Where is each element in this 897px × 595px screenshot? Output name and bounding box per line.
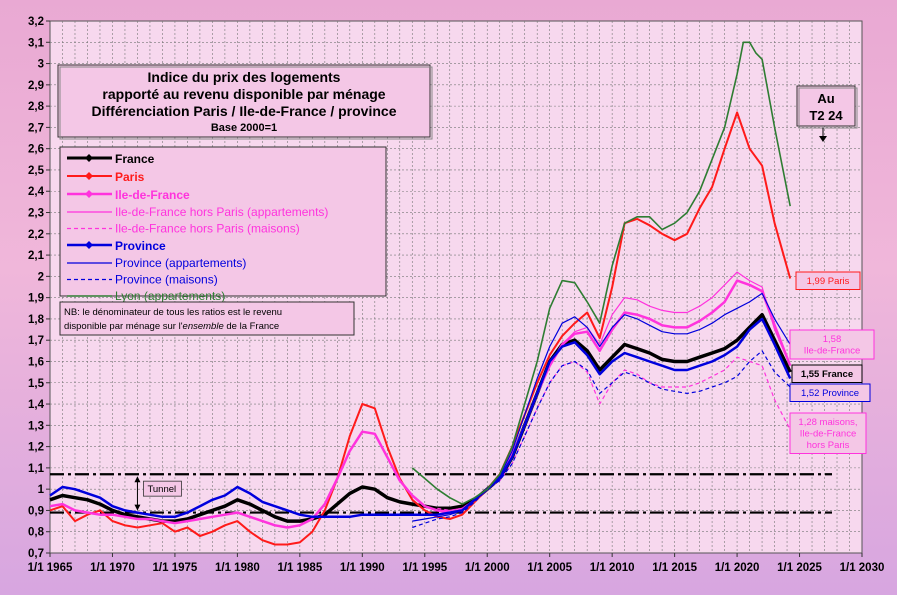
end-label-text-4: 1,28 maisons, (798, 417, 857, 428)
y-tick-label: 0,9 (28, 505, 44, 517)
end-label-text-2: 1,55 France (801, 369, 853, 380)
y-tick-label: 0,8 (28, 527, 45, 539)
end-label-text-3: 1,52 Province (801, 388, 859, 399)
end-label-text-4: Ile-de-France (800, 429, 857, 440)
legend-label-3: Ile-de-France hors Paris (appartements) (115, 205, 328, 219)
y-tick-label: 3,1 (28, 37, 45, 49)
series-line-1 (49, 111, 792, 546)
y-tick-label: 1,6 (28, 356, 44, 368)
chart-title-line-3: Différenciation Paris / Ile-de-France / … (92, 103, 397, 119)
end-label-text-1: 1,58 (823, 334, 842, 345)
x-tick-label: 1/1 1975 (153, 562, 198, 574)
y-tick-label: 2,4 (28, 186, 45, 198)
legend-label-6: Province (appartements) (115, 256, 246, 270)
x-tick-label: 1/1 2020 (715, 562, 760, 574)
note-line-1: NB: le dénominateur de tous les ratios e… (64, 307, 282, 318)
x-tick-label: 1/1 2015 (652, 562, 697, 574)
x-tick-label: 1/1 1970 (90, 562, 135, 574)
y-tick-label: 3,2 (28, 16, 44, 28)
x-tick-label: 1/1 2005 (527, 562, 572, 574)
tunnel-label-box (143, 480, 182, 497)
y-axis-ticks: 0,7 0,8 0,9 1 1,1 1,2 1,3 1,4 1,5 1,6 1,7 1,8 1,9 2 2,… (28, 16, 50, 560)
legend-marker-5 (85, 241, 93, 249)
y-tick-label: 1,8 (28, 314, 45, 326)
x-tick-label: 1/1 1995 (402, 562, 447, 574)
series-lines (49, 41, 792, 546)
note-box: NB: le dénominateur de tous les ratios e… (59, 301, 355, 336)
period-label: Au T2 24 (796, 85, 858, 142)
y-tick-label: 1,9 (28, 293, 44, 305)
series-line-5 (49, 317, 792, 519)
x-tick-label: 1/1 2000 (465, 562, 510, 574)
legend-marker-2 (85, 190, 93, 198)
legend: France Paris Ile-de-France Ile-de-France ho… (59, 146, 387, 303)
end-label-text-4: hors Paris (807, 440, 850, 451)
end-label-box-0 (795, 271, 861, 290)
y-tick-label: 2,9 (28, 80, 44, 92)
x-tick-label: 1/1 1990 (340, 562, 385, 574)
title-box: Indice du prix des logements rapporté au… (57, 64, 433, 140)
x-tick-label: 1/1 1985 (277, 562, 322, 574)
y-tick-label: 3 (38, 59, 44, 71)
x-tick-label: 1/1 1965 (28, 562, 73, 574)
legend-label-4: Ile-de-France hors Paris (maisons) (115, 222, 300, 236)
chart-subtitle: Base 2000=1 (211, 122, 277, 134)
legend-label-1: Paris (115, 170, 145, 184)
y-tick-label: 2,1 (28, 250, 45, 262)
down-arrow-head-icon (819, 136, 827, 142)
tunnel-arrow-down-icon (134, 504, 141, 511)
legend-marker-1 (85, 172, 93, 180)
series-line-6 (412, 292, 791, 522)
series-line-8 (411, 41, 791, 505)
legend-marker-0 (85, 154, 93, 162)
y-tick-label: 2 (38, 271, 44, 283)
tunnel-label: Tunnel (147, 484, 176, 495)
end-label-box-3 (789, 383, 871, 402)
x-tick-label: 1/1 2025 (777, 562, 822, 574)
y-tick-label: 2,2 (28, 229, 44, 241)
x-tick-label: 1/1 2030 (840, 562, 885, 574)
period-label-line-2: T2 24 (809, 108, 843, 123)
y-tick-label: 1,7 (28, 335, 44, 347)
legend-label-0: France (115, 152, 155, 166)
y-tick-label: 1,1 (28, 463, 45, 475)
series-line-7 (412, 350, 791, 529)
end-label-text-1: Ile-de-France (804, 346, 861, 357)
y-tick-label: 2,5 (28, 165, 45, 177)
y-tick-label: 2,7 (28, 122, 44, 134)
period-label-line-1: Au (817, 91, 834, 106)
note-line-2: disponible par ménage sur l'ensemble de … (64, 321, 279, 332)
legend-label-8: Lyon (appartements) (115, 289, 225, 303)
x-tick-label: 1/1 2010 (590, 562, 635, 574)
y-tick-label: 1,5 (28, 378, 45, 390)
end-label-text-0: 1,99 Paris (807, 276, 850, 287)
y-tick-label: 1,3 (28, 420, 44, 432)
y-tick-label: 0,7 (28, 548, 44, 560)
end-label-box-4 (789, 412, 867, 454)
y-tick-label: 2,6 (28, 144, 44, 156)
end-label-box-2 (791, 364, 863, 383)
y-tick-label: 2,8 (28, 101, 45, 113)
tunnel-arrow-up-icon (134, 476, 141, 483)
y-tick-label: 1,4 (28, 399, 45, 411)
y-tick-label: 1 (38, 484, 45, 496)
chart-title-line-1: Indice du prix des logements (148, 69, 341, 85)
legend-label-5: Province (115, 239, 166, 253)
chart-title-line-2: rapporté au revenu disponible par ménage (102, 86, 385, 102)
legend-label-7: Province (maisons) (115, 273, 218, 287)
tunnel: Tunnel (50, 473, 832, 514)
x-tick-label: 1/1 1980 (215, 562, 260, 574)
end-label-box-1 (789, 329, 875, 360)
y-tick-label: 2,3 (28, 208, 44, 220)
series-line-2 (49, 279, 792, 529)
legend-label-2: Ile-de-France (115, 188, 190, 202)
y-tick-label: 1,2 (28, 442, 44, 454)
x-axis-ticks: 1/1 1965 1/1 1970 1/1 1975 1/1 1980 1/1 1985… (28, 553, 885, 574)
